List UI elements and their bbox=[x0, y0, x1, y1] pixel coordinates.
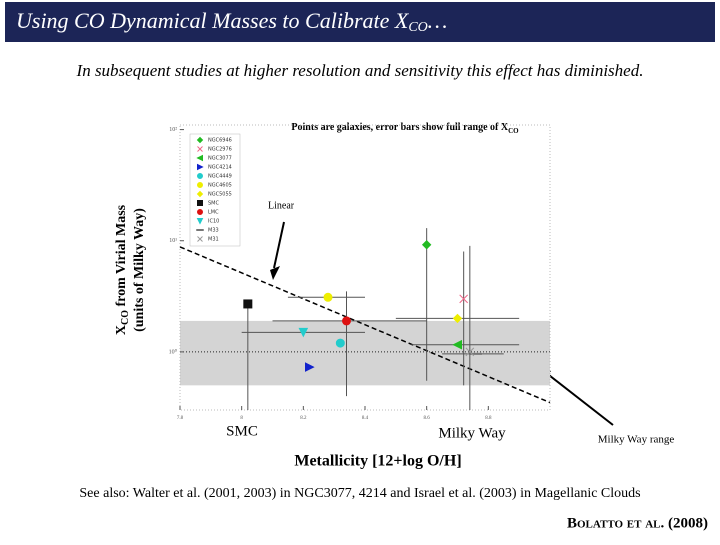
point bbox=[305, 362, 315, 372]
x-tick-label: 8 bbox=[240, 416, 243, 421]
point bbox=[452, 339, 462, 350]
x-tick-label: 8.6 bbox=[424, 416, 431, 421]
point bbox=[243, 299, 253, 309]
point bbox=[452, 313, 463, 324]
point bbox=[298, 327, 309, 338]
title-bar bbox=[5, 2, 715, 42]
point bbox=[459, 294, 469, 304]
x-tick-label: 8.2 bbox=[300, 416, 307, 421]
arrowhead bbox=[270, 266, 280, 280]
subtitle: In subsequent studies at higher resoluti… bbox=[76, 61, 644, 80]
annotation: Milky Way bbox=[438, 425, 506, 441]
point bbox=[196, 190, 204, 198]
point bbox=[196, 154, 203, 162]
legend-label: NGC4449 bbox=[208, 174, 232, 180]
credit: Bolatto et al. (2008) bbox=[567, 515, 708, 531]
legend-label: M33 bbox=[208, 228, 219, 234]
point bbox=[197, 173, 203, 179]
mw-range-band bbox=[180, 320, 550, 386]
x-axis-label: Metallicity [12+log O/H] bbox=[294, 453, 461, 470]
x-tick-label: 8.8 bbox=[485, 416, 492, 421]
y-tick-label: 10² bbox=[169, 127, 177, 133]
point bbox=[323, 292, 333, 302]
point bbox=[197, 146, 203, 152]
y-label-1: XCO from Virial Mass bbox=[114, 204, 131, 335]
legend-label: NGC5055 bbox=[208, 192, 232, 198]
point bbox=[465, 347, 475, 357]
y-label-2: (units of Milky Way) bbox=[132, 208, 147, 332]
y-tick-label: 10¹ bbox=[169, 238, 177, 244]
point bbox=[197, 236, 203, 242]
y-axis-label: XCO from Virial Mass (units of Milky Way… bbox=[114, 204, 147, 335]
legend-label: LMC bbox=[208, 210, 219, 216]
legend-label: NGC2976 bbox=[208, 147, 232, 153]
annotation: SMC bbox=[226, 423, 258, 439]
footer: See also: Walter et al. (2001, 2003) in … bbox=[79, 486, 640, 501]
legend-label: SMC bbox=[208, 201, 219, 207]
point bbox=[335, 338, 345, 348]
legend-label: NGC4605 bbox=[208, 183, 232, 189]
chart-title: Points are galaxies, error bars show ful… bbox=[291, 122, 519, 134]
arrow bbox=[273, 221, 285, 269]
y-tick-label: 10⁰ bbox=[169, 348, 178, 355]
slide-title: Using CO Dynamical Masses to Calibrate X… bbox=[16, 8, 447, 35]
legend-label: NGC4214 bbox=[208, 165, 232, 171]
fit-line bbox=[179, 246, 551, 404]
point bbox=[197, 209, 203, 215]
legend-label: NGC6946 bbox=[208, 138, 232, 144]
annotation: Milky Way range bbox=[598, 434, 675, 446]
point bbox=[342, 316, 351, 326]
annotation: Linear bbox=[268, 200, 295, 211]
point bbox=[421, 240, 432, 250]
legend-label: IC10 bbox=[208, 219, 219, 225]
x-tick-label: 7.8 bbox=[177, 416, 184, 421]
point bbox=[197, 182, 203, 188]
plot: 7.8 8 8.2 8.4 8.6 8.8 10⁰ 10¹ 10² NGC6946 NGC2976 N… bbox=[169, 124, 551, 421]
point bbox=[196, 136, 204, 144]
point bbox=[197, 200, 203, 206]
point bbox=[196, 218, 204, 225]
legend-label: NGC3077 bbox=[208, 156, 232, 162]
x-tick-label: 8.4 bbox=[362, 416, 369, 421]
point bbox=[197, 163, 204, 171]
arrow bbox=[544, 371, 614, 426]
legend-label: M31 bbox=[208, 237, 219, 243]
legend-box bbox=[189, 133, 241, 247]
